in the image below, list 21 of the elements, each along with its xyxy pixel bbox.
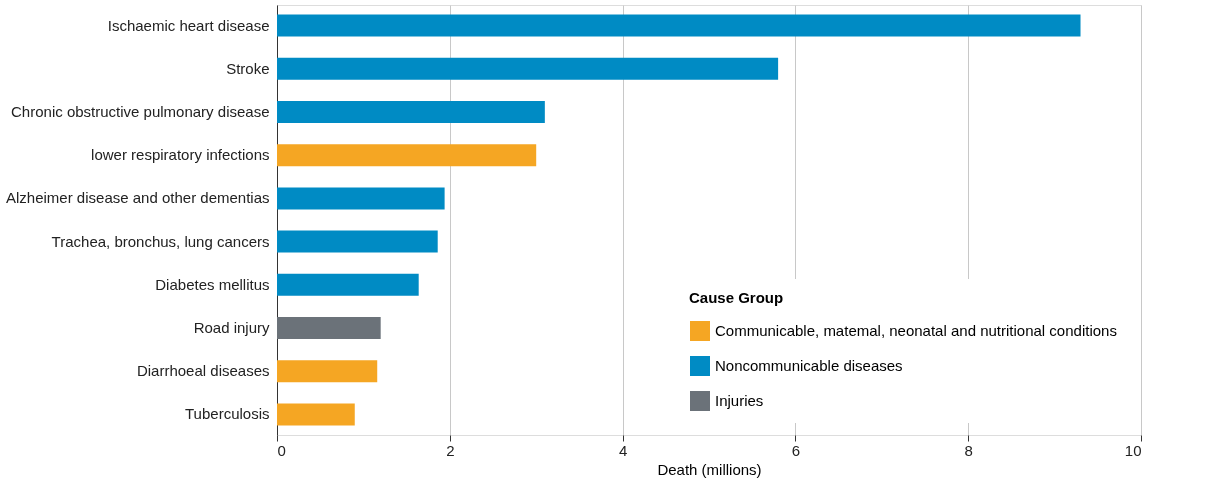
legend-title: Cause Group [689, 289, 784, 306]
legend-label: Noncommunicable diseases [715, 357, 903, 374]
y-tick-label: Tuberculosis [185, 405, 270, 423]
x-tick-label: 4 [618, 441, 628, 459]
y-tick-label: Stroke [226, 59, 270, 77]
x-tick-label: 0 [277, 441, 286, 459]
y-tick-label: Road injury [193, 319, 270, 337]
y-tick-label: Ischaemic heart disease [107, 16, 270, 34]
y-tick-label: Chronic obstructive pulmonary disease [11, 102, 270, 120]
y-tick-label: Diabetes mellitus [155, 275, 270, 293]
x-tick-label: 8 [964, 441, 973, 459]
y-tick-label: lower respiratory infections [91, 146, 270, 164]
x-tick-label: 2 [446, 441, 455, 459]
y-tick-label: Trachea, bronchus, lung cancers [51, 232, 270, 250]
y-tick-label: Alzheimer disease and other dementias [6, 189, 270, 207]
x-axis-title: Death (millions) [657, 460, 762, 478]
x-tick-label: 10 [1124, 441, 1142, 459]
legend-label: Communicable, matemal, neonatal and nutritional conditions [715, 322, 1117, 339]
legend-label: Injuries [715, 392, 764, 409]
x-tick-label: 6 [791, 441, 801, 459]
y-tick-label: Diarrhoeal diseases [136, 362, 270, 380]
